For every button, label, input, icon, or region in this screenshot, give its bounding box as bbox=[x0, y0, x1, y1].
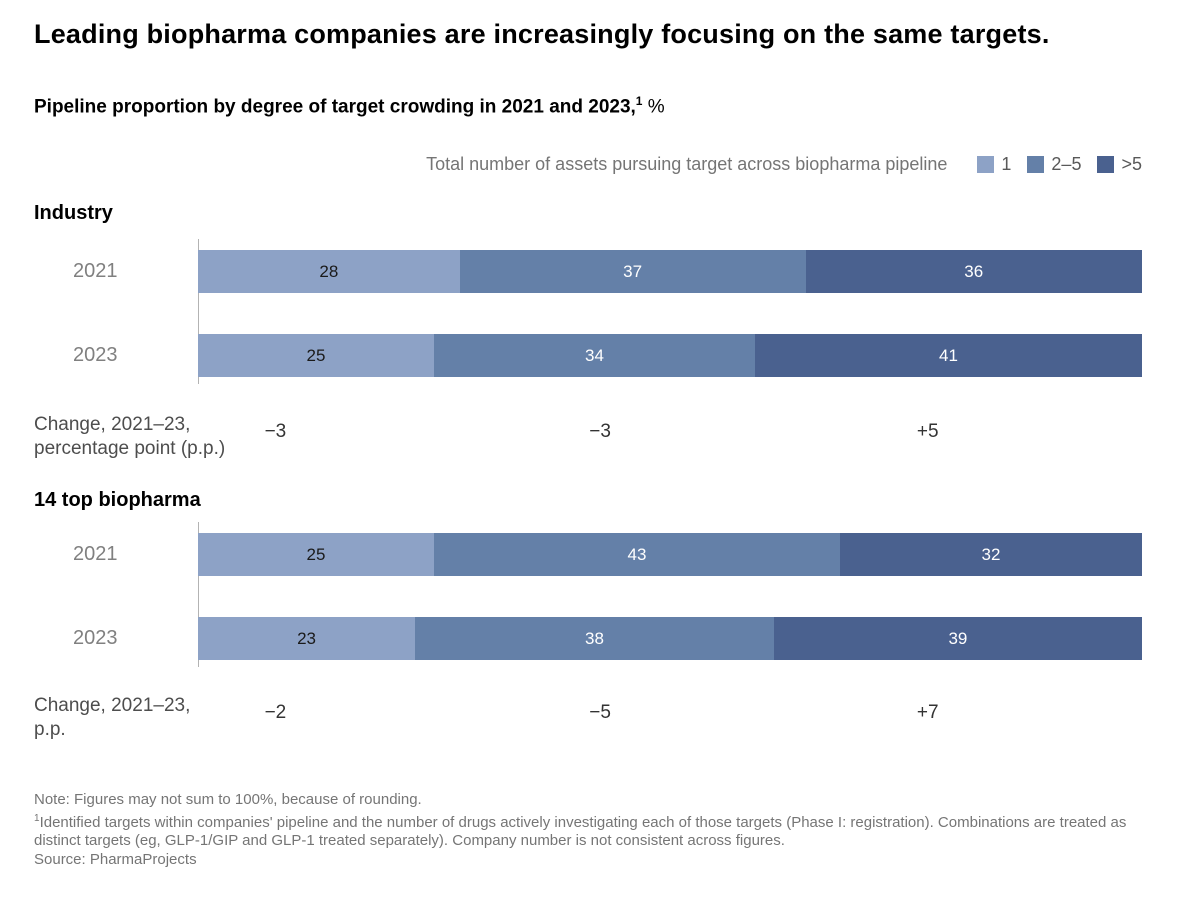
change-value: −5 bbox=[589, 702, 611, 724]
industry-chart: 2021 28 37 36 2023 25 34 41 bbox=[34, 239, 1142, 385]
bar-segment: 36 bbox=[805, 250, 1142, 294]
legend-title: Total number of assets pursuing target a… bbox=[426, 153, 948, 174]
year-label: 2021 bbox=[73, 260, 118, 283]
page-title: Leading biopharma companies are increasi… bbox=[34, 19, 1050, 49]
axis-line bbox=[198, 239, 199, 385]
change-value: −2 bbox=[264, 702, 287, 724]
group-heading-industry: Industry bbox=[34, 202, 113, 225]
subtitle-footnote-marker: 1 bbox=[635, 94, 643, 108]
stacked-bar: 25 43 32 bbox=[198, 533, 1142, 577]
bar-segment: 41 bbox=[754, 334, 1142, 378]
legend-swatch-light-blue bbox=[977, 155, 995, 173]
legend-item-1: 1 bbox=[977, 154, 1011, 175]
top-biopharma-change-row: Change, 2021–23, p.p. −2 −5 +7 bbox=[34, 694, 1142, 742]
bar-segment: 43 bbox=[434, 533, 840, 577]
group-heading-top-biopharma: 14 top biopharma bbox=[34, 489, 201, 512]
legend-item-label: >5 bbox=[1121, 153, 1142, 174]
legend-swatch-medium-blue bbox=[1027, 155, 1045, 173]
stacked-bar: 25 34 41 bbox=[198, 334, 1142, 378]
stacked-bar: 28 37 36 bbox=[198, 250, 1142, 294]
change-values: −3 −3 +5 bbox=[198, 413, 1142, 461]
footnote-body: Identified targets within companies' pip… bbox=[34, 813, 1127, 850]
footnote: 1Identified targets within companies' pi… bbox=[34, 810, 1129, 851]
year-label: 2023 bbox=[73, 627, 118, 650]
bar-row-2023: 2023 25 34 41 bbox=[34, 334, 1142, 378]
top-biopharma-bar-rows: 2021 25 43 32 2023 23 38 39 bbox=[34, 533, 1142, 661]
axis-line bbox=[198, 522, 199, 668]
change-label-line2: percentage point (p.p.) bbox=[34, 438, 226, 460]
legend-swatch-dark-blue bbox=[1097, 155, 1115, 173]
change-label-line1: Change, 2021–23, bbox=[34, 695, 191, 717]
source-line: Source: PharmaProjects bbox=[34, 850, 197, 868]
legend-item-label: 1 bbox=[1001, 153, 1012, 174]
bar-segment: 28 bbox=[198, 250, 460, 294]
bar-segment: 38 bbox=[415, 617, 774, 661]
top-biopharma-chart: 2021 25 43 32 2023 23 38 39 bbox=[34, 522, 1142, 668]
legend: Total number of assets pursuing target a… bbox=[34, 154, 1142, 174]
legend-item-2-5: 2–5 bbox=[1027, 154, 1081, 175]
bar-segment: 37 bbox=[459, 250, 806, 294]
change-label-line2: p.p. bbox=[34, 719, 66, 741]
change-value: +7 bbox=[916, 702, 939, 724]
industry-change-row: Change, 2021–23, percentage point (p.p.)… bbox=[34, 413, 1142, 461]
bar-row-2021: 2021 28 37 36 bbox=[34, 250, 1142, 294]
subtitle-unit: % bbox=[642, 96, 665, 118]
subtitle-text: Pipeline proportion by degree of target … bbox=[34, 96, 636, 118]
legend-item-label: 2–5 bbox=[1051, 153, 1082, 174]
bar-row-2021: 2021 25 43 32 bbox=[34, 533, 1142, 577]
change-label-line1: Change, 2021–23, bbox=[34, 414, 191, 436]
year-label: 2021 bbox=[73, 543, 118, 566]
change-label: Change, 2021–23, p.p. bbox=[34, 694, 198, 742]
footnote-marker: 1 bbox=[34, 812, 40, 824]
footer-notes: Note: Figures may not sum to 100%, becau… bbox=[34, 791, 1142, 869]
change-value: −3 bbox=[264, 421, 287, 443]
industry-bar-rows: 2021 28 37 36 2023 25 34 41 bbox=[34, 250, 1142, 378]
bar-segment: 25 bbox=[198, 334, 434, 378]
change-label: Change, 2021–23, percentage point (p.p.) bbox=[34, 413, 226, 461]
rounding-note: Note: Figures may not sum to 100%, becau… bbox=[34, 791, 422, 809]
bar-row-2023: 2023 23 38 39 bbox=[34, 617, 1142, 661]
chart-subtitle: Pipeline proportion by degree of target … bbox=[34, 94, 1142, 118]
change-value: −3 bbox=[589, 421, 611, 443]
bar-segment: 34 bbox=[434, 334, 755, 378]
stacked-bar: 23 38 39 bbox=[198, 617, 1142, 661]
legend-item-gt5: >5 bbox=[1097, 154, 1142, 175]
bar-segment: 39 bbox=[773, 617, 1142, 661]
change-value: +5 bbox=[916, 421, 939, 443]
bar-segment: 23 bbox=[198, 617, 416, 661]
bar-segment: 25 bbox=[198, 533, 434, 577]
bar-segment: 32 bbox=[839, 533, 1142, 577]
change-values: −2 −5 +7 bbox=[198, 694, 1142, 742]
year-label: 2023 bbox=[73, 344, 118, 367]
